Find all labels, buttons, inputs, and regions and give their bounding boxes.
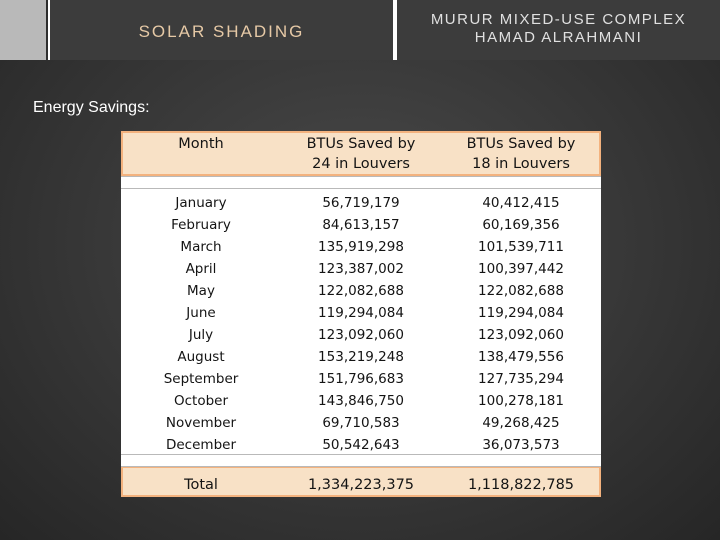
louvers18-cell: 100,397,442 [478, 261, 564, 277]
table-total-band [121, 466, 601, 497]
table-divider [121, 466, 601, 467]
table-spacer-top [121, 176, 601, 188]
louvers24-cell: 123,092,060 [318, 327, 404, 343]
table-row: November 69,710,583 49,268,425 [121, 412, 601, 434]
table-row: December 50,542,643 36,073,573 [121, 434, 601, 456]
table-rows: January 56,719,179 40,412,415 February 84,6… [121, 192, 601, 456]
louvers24-cell: 135,919,298 [318, 239, 404, 255]
table-spacer-bottom [121, 454, 601, 466]
table-row: May 122,082,688 122,082,688 [121, 280, 601, 302]
louvers24-cell: 84,613,157 [322, 217, 400, 233]
total-label: Total [184, 477, 218, 493]
month-cell: October [173, 393, 229, 409]
table-header-band [121, 131, 601, 176]
header-right-panel: MURUR MIXED-USE COMPLEX HAMAD ALRAHMANI [395, 0, 720, 60]
table-row: January 56,719,179 40,412,415 [121, 192, 601, 214]
table-row: August 153,219,248 138,479,556 [121, 346, 601, 368]
month-cell: February [171, 217, 231, 233]
louvers24-cell: 123,387,002 [318, 261, 404, 277]
month-cell: June [186, 305, 216, 321]
header-left-panel: SOLAR SHADING [48, 0, 395, 60]
header-18in-line2: 18 in Louvers [472, 156, 570, 172]
louvers18-cell: 40,412,415 [482, 195, 560, 211]
slide-subtitle: Energy Savings: [33, 99, 150, 116]
table-row: February 84,613,157 60,169,356 [121, 214, 601, 236]
header-month: Month [178, 136, 224, 152]
header-18in-line1: BTUs Saved by [466, 136, 576, 152]
project-name: MURUR MIXED-USE COMPLEX [430, 11, 687, 28]
author-name: HAMAD ALRAHMANI [474, 29, 643, 46]
month-cell: July [188, 327, 214, 343]
louvers24-cell: 122,082,688 [318, 283, 404, 299]
louvers24-cell: 119,294,084 [318, 305, 404, 321]
header-24in-louvers: BTUs Saved by 24 in Louvers [281, 134, 441, 174]
month-cell: August [177, 349, 225, 365]
slide-header: SOLAR SHADING MURUR MIXED-USE COMPLEX HA… [0, 0, 720, 60]
month-cell: May [187, 283, 215, 299]
louvers18-cell: 119,294,084 [478, 305, 564, 321]
table-divider [121, 188, 601, 189]
louvers18-cell: 123,092,060 [478, 327, 564, 343]
table-row: July 123,092,060 123,092,060 [121, 324, 601, 346]
louvers18-cell: 122,082,688 [478, 283, 564, 299]
louvers18-cell: 138,479,556 [478, 349, 564, 365]
month-cell: December [165, 437, 236, 453]
total-louvers18: 1,118,822,785 [467, 477, 575, 493]
month-cell: November [165, 415, 237, 431]
table-row: March 135,919,298 101,539,711 [121, 236, 601, 258]
table-divider [121, 176, 601, 177]
table-row: June 119,294,084 119,294,084 [121, 302, 601, 324]
total-louvers24: 1,334,223,375 [307, 477, 415, 493]
table-body-band [121, 188, 601, 454]
month-cell: March [180, 239, 222, 255]
louvers24-cell: 56,719,179 [322, 195, 400, 211]
louvers18-cell: 60,169,356 [482, 217, 560, 233]
louvers24-cell: 153,219,248 [318, 349, 404, 365]
total-row: Total 1,334,223,375 1,118,822,785 [121, 474, 601, 496]
louvers18-cell: 100,278,181 [478, 393, 564, 409]
louvers24-cell: 151,796,683 [318, 371, 404, 387]
louvers24-cell: 69,710,583 [322, 415, 400, 431]
section-title: SOLAR SHADING [138, 22, 305, 41]
header-24in-line2: 24 in Louvers [312, 156, 410, 172]
header-18in-louvers: BTUs Saved by 18 in Louvers [441, 134, 601, 174]
project-title: MURUR MIXED-USE COMPLEX HAMAD ALRAHMANI [397, 11, 720, 47]
month-cell: January [175, 195, 227, 211]
table-row: October 143,846,750 100,278,181 [121, 390, 601, 412]
month-cell: September [163, 371, 239, 387]
louvers18-cell: 36,073,573 [482, 437, 560, 453]
table-divider [121, 454, 601, 455]
table-row: April 123,387,002 100,397,442 [121, 258, 601, 280]
header-left-edge [0, 0, 46, 60]
louvers18-cell: 127,735,294 [478, 371, 564, 387]
table-row: September 151,796,683 127,735,294 [121, 368, 601, 390]
header-24in-line1: BTUs Saved by [306, 136, 416, 152]
month-cell: April [185, 261, 217, 277]
louvers18-cell: 49,268,425 [482, 415, 560, 431]
energy-savings-table: Month BTUs Saved by 24 in Louvers BTUs S… [121, 131, 601, 497]
louvers24-cell: 50,542,643 [322, 437, 400, 453]
louvers18-cell: 101,539,711 [478, 239, 564, 255]
louvers24-cell: 143,846,750 [318, 393, 404, 409]
